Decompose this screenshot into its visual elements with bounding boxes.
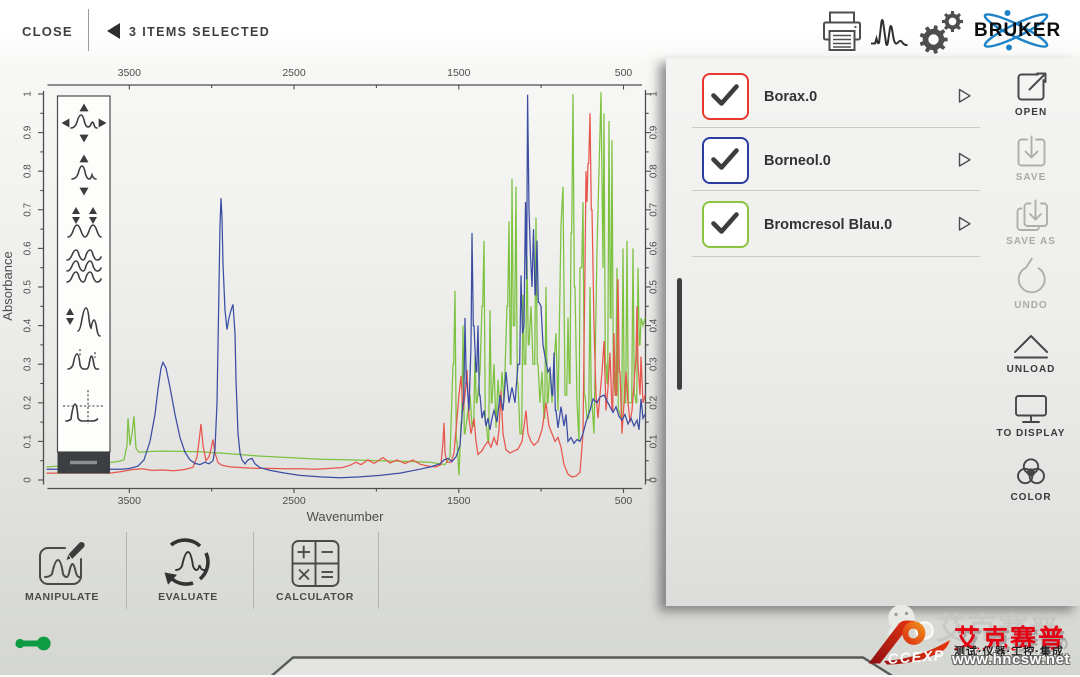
- svg-text:0.4: 0.4: [649, 318, 660, 332]
- svg-text:1500: 1500: [447, 67, 471, 79]
- svg-text:0.7: 0.7: [23, 202, 34, 216]
- svg-text:Wavenumber: Wavenumber: [307, 509, 384, 524]
- svg-text:0.1: 0.1: [649, 434, 660, 448]
- svg-text:0.2: 0.2: [23, 395, 34, 409]
- svg-text:1: 1: [23, 91, 34, 97]
- svg-text:0.1: 0.1: [23, 434, 34, 448]
- svg-text:0.9: 0.9: [23, 125, 34, 139]
- svg-text:0.5: 0.5: [23, 280, 34, 294]
- svg-text:0.9: 0.9: [649, 125, 660, 139]
- svg-text:0.3: 0.3: [649, 357, 660, 371]
- svg-text:Absorbance: Absorbance: [0, 251, 15, 320]
- svg-text:2500: 2500: [282, 495, 306, 507]
- svg-text:CCEXP: CCEXP: [887, 648, 945, 668]
- svg-text:500: 500: [615, 495, 633, 507]
- svg-text:0.7: 0.7: [649, 202, 660, 216]
- svg-text:0.4: 0.4: [23, 318, 34, 332]
- svg-text:0.8: 0.8: [649, 164, 660, 178]
- svg-text:0.2: 0.2: [649, 395, 660, 409]
- svg-text:1500: 1500: [447, 495, 471, 507]
- svg-text:3500: 3500: [118, 495, 142, 507]
- svg-text:3500: 3500: [118, 67, 142, 79]
- svg-text:2500: 2500: [282, 67, 306, 79]
- svg-text:0.3: 0.3: [23, 357, 34, 371]
- svg-text:0: 0: [23, 477, 34, 483]
- svg-text:500: 500: [615, 67, 633, 79]
- svg-text:0.8: 0.8: [23, 164, 34, 178]
- svg-text:1: 1: [649, 91, 660, 97]
- svg-text:0.5: 0.5: [649, 280, 660, 294]
- svg-text:0: 0: [649, 477, 660, 483]
- svg-text:0.6: 0.6: [23, 241, 34, 255]
- svg-text:0.6: 0.6: [649, 241, 660, 255]
